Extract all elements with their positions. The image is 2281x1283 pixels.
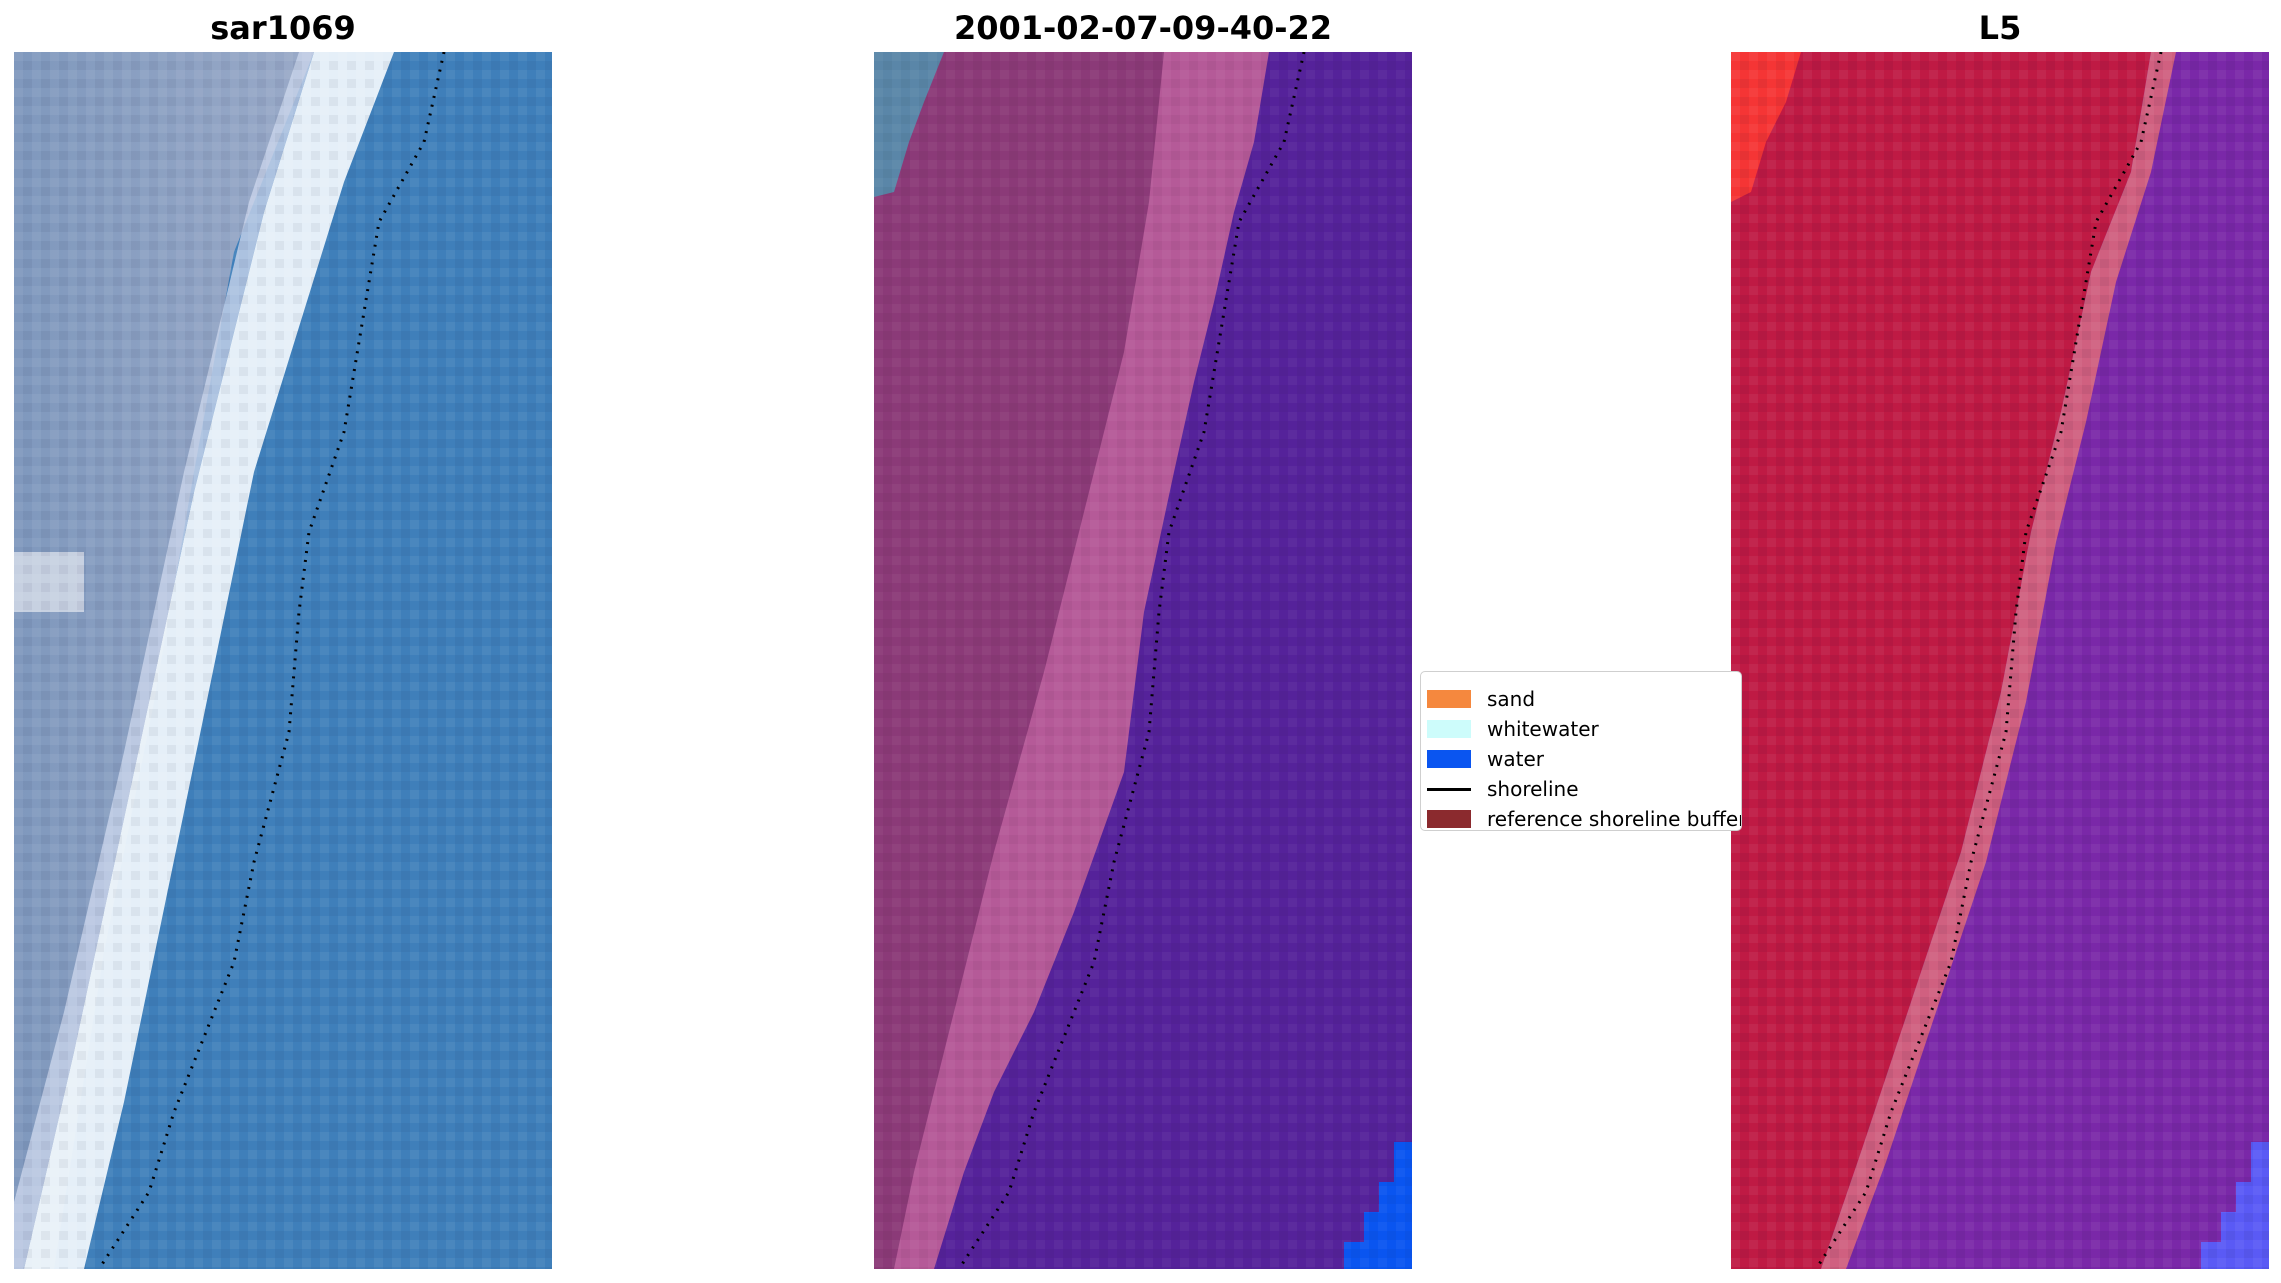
legend-swatch-reference-shoreline-buffer (1427, 810, 1471, 828)
legend-label-whitewater: whitewater (1487, 717, 1599, 741)
legend-item-water: water (1427, 744, 1544, 774)
sar-image (14, 52, 552, 1269)
legend-label-water: water (1487, 747, 1544, 771)
panel-title-l5: L5 (1978, 9, 2022, 47)
legend-swatch-water (1427, 750, 1471, 768)
legend: sand whitewater water shoreline referenc… (1420, 671, 1742, 831)
panel-title-classification: 2001-02-07-09-40-22 (953, 9, 1333, 47)
legend-swatch-whitewater (1427, 720, 1471, 738)
legend-item-shoreline: shoreline (1427, 774, 1579, 804)
legend-label-reference-shoreline-buffer: reference shoreline buffer (1487, 807, 1742, 831)
legend-swatch-sand (1427, 690, 1471, 708)
legend-item-whitewater: whitewater (1427, 714, 1599, 744)
legend-line-shoreline (1427, 787, 1471, 791)
panel-title-sar: sar1069 (210, 9, 356, 47)
classification-image (874, 52, 1412, 1269)
legend-item-sand: sand (1427, 684, 1535, 714)
l5-image (1731, 52, 2269, 1269)
legend-label-shoreline: shoreline (1487, 777, 1579, 801)
legend-label-sand: sand (1487, 687, 1536, 711)
legend-item-reference-shoreline-buffer: reference shoreline buffer (1427, 804, 1742, 831)
